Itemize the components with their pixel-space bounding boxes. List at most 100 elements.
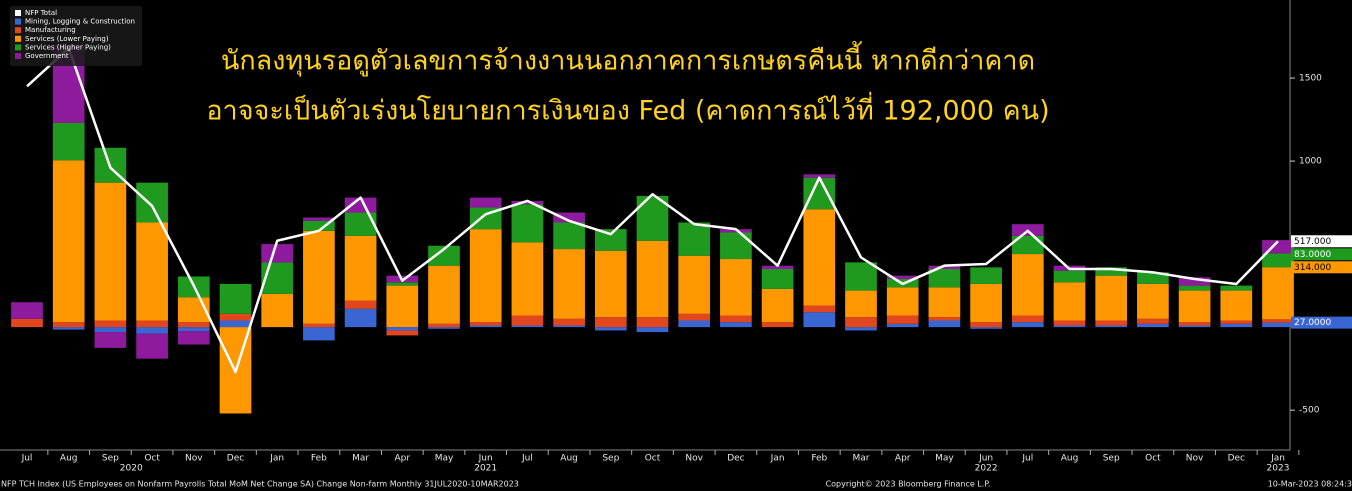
x-tick-label: Dec — [227, 454, 244, 464]
bar-segment — [761, 265, 794, 270]
bar-segment — [261, 244, 294, 263]
x-tick-label: Apr — [395, 454, 411, 464]
bar-segment — [886, 315, 919, 324]
bar-segment — [1053, 270, 1086, 283]
bar-segment — [344, 212, 377, 236]
bar-segment — [678, 255, 711, 314]
x-tick-label: Mar — [853, 454, 870, 464]
bar-segment — [1220, 323, 1253, 328]
bar-segment — [428, 327, 460, 329]
bar-segment — [1178, 277, 1211, 286]
footer-left: NFP TCH Index (US Employees on Nonfarm P… — [1, 480, 519, 489]
footer-center: Copyright© 2023 Bloomberg Finance L.P. — [826, 480, 991, 489]
bar-segment — [469, 229, 502, 323]
bar-segment — [1011, 315, 1044, 323]
x-group-label: 2020 — [120, 464, 143, 474]
bar-segment — [52, 160, 85, 323]
bar-segment — [594, 229, 627, 251]
x-tick-label: Feb — [811, 454, 827, 464]
x-tick-label: Dec — [1228, 454, 1245, 464]
x-tick-label: Sep — [102, 454, 119, 464]
bar-segment — [970, 267, 1002, 284]
bar-segment — [553, 318, 585, 326]
bar-segment — [928, 287, 961, 318]
bar-segment — [94, 327, 127, 333]
bar-segment — [886, 275, 919, 279]
bar-segment — [1095, 320, 1128, 326]
x-tick-label: Apr — [895, 454, 911, 464]
bar-segment — [1137, 272, 1169, 284]
bar-segment — [386, 327, 419, 331]
bar-segment — [344, 300, 377, 309]
x-group-label: 2023 — [1267, 464, 1290, 474]
x-group-label: 2022 — [975, 464, 998, 474]
x-tick-label: Sep — [602, 454, 619, 464]
bar-segment — [1262, 322, 1294, 328]
bar-segment — [970, 322, 1002, 328]
bar-segment — [803, 174, 836, 178]
bar-segment — [803, 305, 836, 313]
line-series — [26, 46, 1279, 374]
y-tick-label: -500 — [1299, 406, 1320, 416]
x-tick-label: Nov — [685, 454, 703, 464]
bar-segment — [303, 220, 335, 231]
bar-segment — [136, 182, 168, 223]
bar-segment — [94, 182, 127, 321]
bar-segment — [594, 327, 627, 331]
x-tick-label: Oct — [1145, 454, 1161, 464]
bar-segment — [553, 249, 585, 319]
x-tick-label: Aug — [60, 454, 78, 464]
legend-label: Government — [25, 52, 69, 60]
bar-segment — [761, 322, 794, 328]
x-tick-label: Mar — [352, 454, 369, 464]
bar-segment — [94, 320, 127, 328]
bar-segment — [303, 217, 335, 221]
end-label-box — [1291, 235, 1352, 248]
bar-segment — [803, 312, 836, 328]
bar-segment — [928, 269, 961, 288]
bar-segment — [428, 245, 460, 266]
end-label: 27.0000 — [1294, 318, 1331, 328]
y-tick-label: 1500 — [1299, 74, 1322, 84]
bar-segment — [886, 287, 919, 316]
bar-segment — [303, 323, 335, 328]
bar-segment — [94, 332, 127, 348]
legend-label: Manufacturing — [25, 26, 76, 34]
chart-title: นักลงทุนรอดูตัวเลขการจ้างงานนอกภาคการเกษ… — [221, 41, 1035, 78]
bar-segment — [177, 322, 210, 328]
bar-segment — [1178, 285, 1211, 291]
bar-segment — [1220, 285, 1253, 291]
legend-swatch — [15, 35, 21, 42]
bar-segment — [1053, 282, 1086, 321]
legend-label: NFP Total — [25, 9, 57, 17]
bar-segment — [1262, 319, 1294, 323]
bar-segment — [720, 315, 752, 323]
bar-segment — [594, 250, 627, 318]
bar-segment — [511, 204, 544, 243]
bar-segment — [636, 240, 669, 318]
bar-segment — [344, 197, 377, 213]
bar-segment — [553, 212, 585, 223]
bar-segment — [845, 327, 877, 331]
x-tick-label: May — [935, 454, 954, 464]
end-label-box — [1291, 316, 1352, 329]
bar-segment — [970, 283, 1002, 323]
x-tick-label: Jul — [521, 454, 533, 464]
x-tick-label: May — [435, 454, 454, 464]
bar-segment — [428, 323, 460, 328]
bar-segment — [136, 222, 168, 321]
x-tick-label: Nov — [185, 454, 203, 464]
x-tick-label: Aug — [560, 454, 578, 464]
bar-segment — [1262, 253, 1294, 268]
bar-segment — [386, 282, 419, 286]
bar-segment — [1011, 322, 1044, 328]
bar-segment — [52, 327, 85, 330]
x-tick-label: Jun — [978, 454, 993, 464]
x-tick-label: Jan — [770, 454, 785, 464]
x-tick-label: Jul — [1021, 454, 1033, 464]
bar-segment — [845, 290, 877, 318]
plot-area — [0, 0, 1300, 455]
bar-segment — [219, 320, 252, 328]
